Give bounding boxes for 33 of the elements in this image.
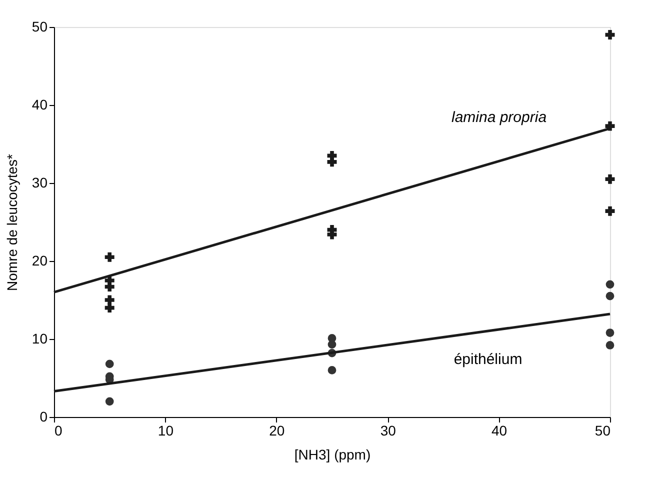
y-tick-label: 10 xyxy=(32,330,48,346)
point xyxy=(327,157,337,167)
x-tick-label: 50 xyxy=(594,422,611,438)
point xyxy=(606,341,614,350)
y-tick-label: 50 xyxy=(32,18,48,34)
x-axis-title: [NH3] (ppm) xyxy=(294,446,371,462)
point xyxy=(104,295,114,305)
point xyxy=(328,366,336,374)
annotation: lamina propria xyxy=(451,109,547,126)
point xyxy=(605,174,615,184)
point xyxy=(605,206,615,216)
point xyxy=(606,328,614,337)
point xyxy=(606,280,614,289)
point xyxy=(104,282,114,292)
annotation: épithélium xyxy=(454,351,522,368)
y-axis-title: Nomre de leucocytes* xyxy=(4,153,20,291)
y-tick-label: 40 xyxy=(32,96,48,112)
y-tick-label: 20 xyxy=(32,252,48,268)
point xyxy=(328,340,336,349)
x-tick-label: 10 xyxy=(158,422,174,438)
point xyxy=(605,30,615,40)
x-tick-label: 30 xyxy=(380,422,396,438)
point xyxy=(105,397,114,406)
x-tick-label: 0 xyxy=(54,422,62,438)
point xyxy=(104,252,114,262)
y-tick-label: 0 xyxy=(40,408,48,424)
x-tick-label: 40 xyxy=(492,422,508,438)
point xyxy=(105,360,114,368)
point xyxy=(104,303,114,313)
y-tick-label: 30 xyxy=(32,174,48,190)
point xyxy=(606,292,614,300)
x-tick-label: 20 xyxy=(269,422,285,438)
point xyxy=(605,121,615,131)
